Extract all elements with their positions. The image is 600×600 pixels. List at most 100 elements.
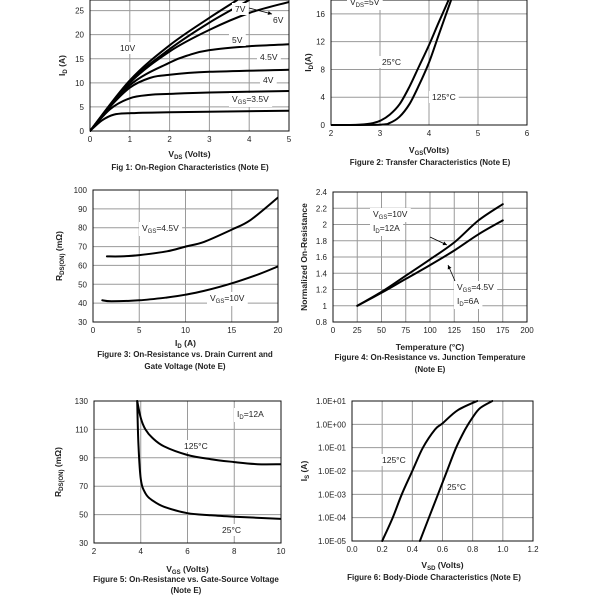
x-tick-label: 10 [181, 326, 190, 335]
y-tick-label: 4 [321, 93, 326, 102]
curve-annotation: VGS=10V [373, 209, 408, 221]
annotation-background [219, 524, 244, 536]
annotation-background [207, 292, 248, 306]
annotation-background [229, 93, 273, 107]
annotation-background [234, 408, 268, 422]
y-tick-label: 25 [75, 7, 84, 16]
x-tick-label: 3 [378, 129, 383, 138]
annotation-background [229, 34, 246, 46]
curve-annotation: 6V [273, 15, 284, 25]
y-tick-label: 5 [80, 103, 85, 112]
x-tick-label: 1.2 [527, 545, 539, 554]
curve-annotation: 5V [232, 35, 243, 45]
curve-annotation: 4.5V [260, 52, 278, 62]
x-axis-label: Temperature (°C) [396, 342, 465, 352]
x-tick-label: 2 [92, 547, 97, 556]
y-tick-label: 1.2 [316, 286, 328, 295]
y-tick-label: 70 [78, 243, 87, 252]
figure-caption: Figure 2: Transfer Characteristics (Note… [350, 158, 511, 167]
curve-annotation: VGS=3.5V [232, 94, 269, 106]
annotation-background [181, 440, 211, 452]
y-tick-label: 30 [79, 539, 88, 548]
series-curve-1 [418, 400, 494, 542]
x-tick-label: 0.6 [437, 545, 449, 554]
x-axis-label: VSD (Volts) [421, 560, 463, 572]
x-tick-label: 0.0 [346, 545, 358, 554]
x-tick-label: 0 [88, 135, 93, 144]
y-tick-label: 12 [316, 38, 325, 47]
curve-annotation: 125°C [432, 92, 456, 102]
curve-annotation: 25°C [382, 57, 401, 67]
x-axis-label: ID (A) [175, 338, 196, 350]
y-tick-label: 1.0E-02 [318, 467, 347, 476]
x-tick-label: 20 [274, 326, 283, 335]
x-axis-label: VDS (Volts) [168, 149, 210, 161]
y-tick-label: 2.4 [316, 188, 328, 197]
y-tick-label: 1.6 [316, 253, 328, 262]
curve-annotation: 125°C [382, 455, 406, 465]
x-tick-label: 4 [247, 135, 252, 144]
x-tick-label: 3 [207, 135, 212, 144]
curve-annotation: ID=6A [457, 296, 479, 308]
x-axis-label: VGS (Volts) [166, 564, 209, 576]
plot-frame [92, 189, 279, 323]
annotation-background [347, 0, 383, 10]
fig2-chart: 2 3 4 5 6 0 4 8 12 16 VGS(Volts) ID(A) Figure 2: Tra… [303, 0, 530, 167]
x-tick-label: 15 [227, 326, 236, 335]
y-tick-label: 10 [75, 79, 84, 88]
series-curve-1 [101, 265, 278, 303]
series-curve-3 [90, 43, 289, 132]
series-curve-0 [105, 196, 278, 258]
y-tick-label: 130 [75, 397, 89, 406]
y-tick-label: 1.8 [316, 237, 328, 246]
series-curve-0 [381, 400, 479, 542]
annotation-background [270, 14, 287, 26]
figure-caption: Figure 5: On-Resistance vs. Gate-Source … [93, 575, 279, 584]
x-tick-label: 200 [520, 326, 534, 335]
series-curve-1 [356, 219, 504, 307]
annotation-background [370, 208, 411, 222]
y-tick-label: 1 [323, 302, 328, 311]
y-tick-label: 30 [78, 318, 87, 327]
x-tick-label: 8 [232, 547, 237, 556]
x-tick-label: 100 [423, 326, 437, 335]
arrowhead-icon [267, 11, 272, 15]
y-axis-label: RDS(ON) (mΩ) [53, 447, 65, 497]
series-curve-1 [136, 400, 281, 520]
y-axis-label: RDS(ON) (mΩ) [54, 231, 66, 281]
y-tick-label: 1.4 [316, 269, 328, 278]
y-tick-label: 1.0E+00 [316, 420, 347, 429]
curve-annotation: ID=12A [373, 223, 400, 235]
series-curve-1 [90, 90, 289, 132]
x-tick-label: 2 [329, 129, 334, 138]
y-axis-label: Normalized On-Resistance [299, 203, 309, 311]
x-tick-label: 10 [277, 547, 286, 556]
y-tick-label: 50 [79, 511, 88, 520]
x-tick-label: 0.4 [407, 545, 419, 554]
fig5-chart: 2 4 6 8 10 30 50 70 90 110 130 VGS (Volts) RDS(ON) (… [53, 397, 286, 595]
y-tick-label: 0.8 [316, 318, 328, 327]
annotation-background [232, 3, 249, 15]
y-tick-label: 90 [78, 205, 87, 214]
annotation-background [260, 74, 277, 86]
y-tick-label: 1.0E-03 [318, 490, 347, 499]
y-tick-label: 2 [323, 221, 328, 230]
annotation-background [454, 281, 498, 295]
x-tick-label: 75 [401, 326, 410, 335]
curve-annotation: ID=12A [237, 409, 264, 421]
figure-caption: Figure 4: On-Resistance vs. Junction Tem… [334, 353, 526, 362]
x-tick-label: 6 [185, 547, 190, 556]
y-tick-label: 70 [79, 482, 88, 491]
curve-annotation: 25°C [222, 525, 241, 535]
fig1-chart: 0 1 2 3 4 5 0 5 10 15 20 25 VDS (Volts) ID (A) Fig 1: … [57, 0, 292, 172]
series-curve-1 [331, 0, 453, 126]
series-curve-6 [90, 0, 239, 132]
y-tick-label: 110 [75, 425, 88, 434]
annotation-background [454, 295, 483, 309]
y-tick-label: 80 [78, 224, 87, 233]
x-tick-label: 0.2 [377, 545, 389, 554]
curve-annotation: 7V [235, 4, 246, 14]
annotation-background [117, 42, 139, 54]
curve-annotation: 125°C [184, 441, 208, 451]
